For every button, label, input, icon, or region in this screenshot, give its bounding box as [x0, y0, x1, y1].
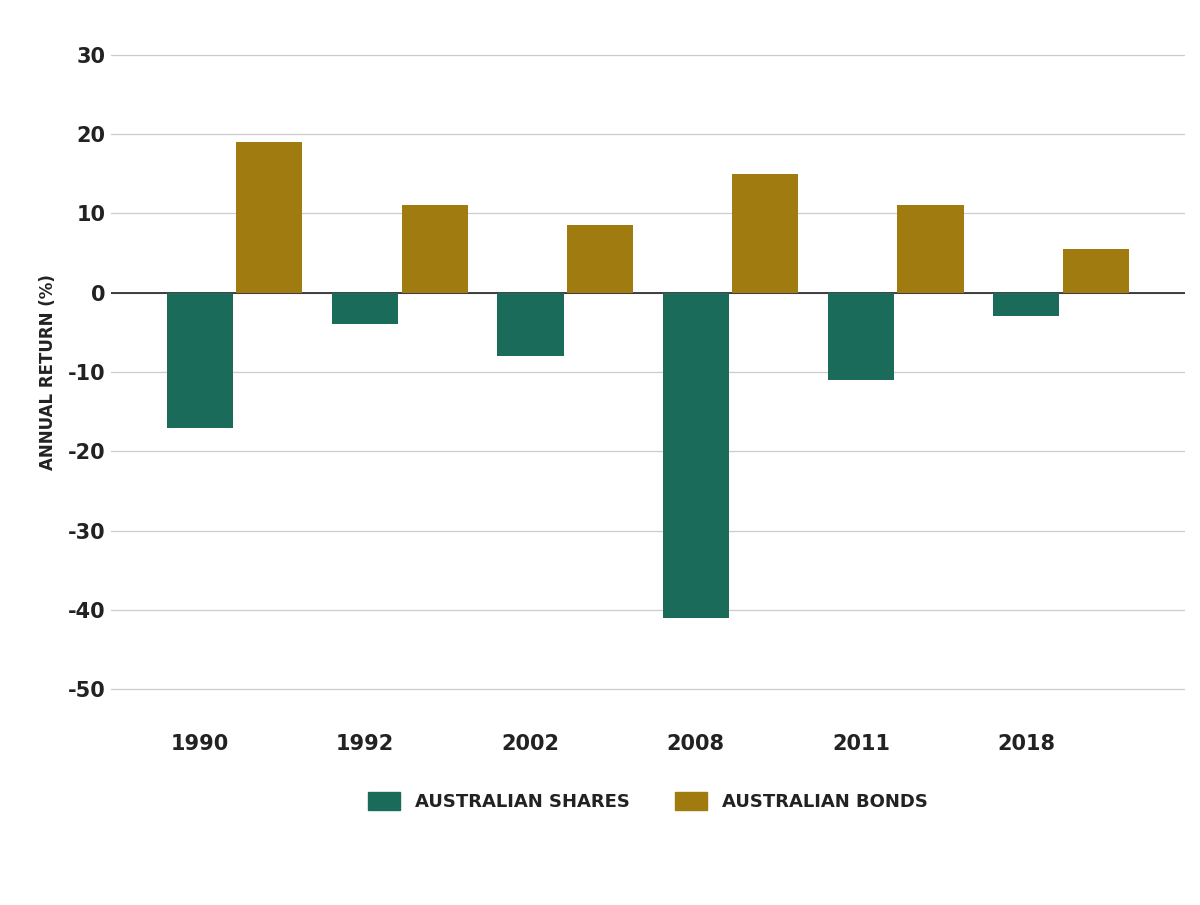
Bar — [994, 292, 1060, 317]
Bar — [566, 225, 632, 292]
Bar — [898, 205, 964, 292]
Bar — [828, 292, 894, 380]
Bar — [402, 205, 468, 292]
Bar — [167, 292, 233, 427]
Bar — [662, 292, 728, 618]
Bar — [332, 292, 398, 324]
Bar — [1063, 249, 1129, 292]
Bar — [498, 292, 564, 357]
Y-axis label: ANNUAL RETURN (%): ANNUAL RETURN (%) — [38, 274, 58, 470]
Legend: AUSTRALIAN SHARES, AUSTRALIAN BONDS: AUSTRALIAN SHARES, AUSTRALIAN BONDS — [359, 783, 937, 820]
Bar — [236, 142, 302, 292]
Bar — [732, 174, 798, 292]
